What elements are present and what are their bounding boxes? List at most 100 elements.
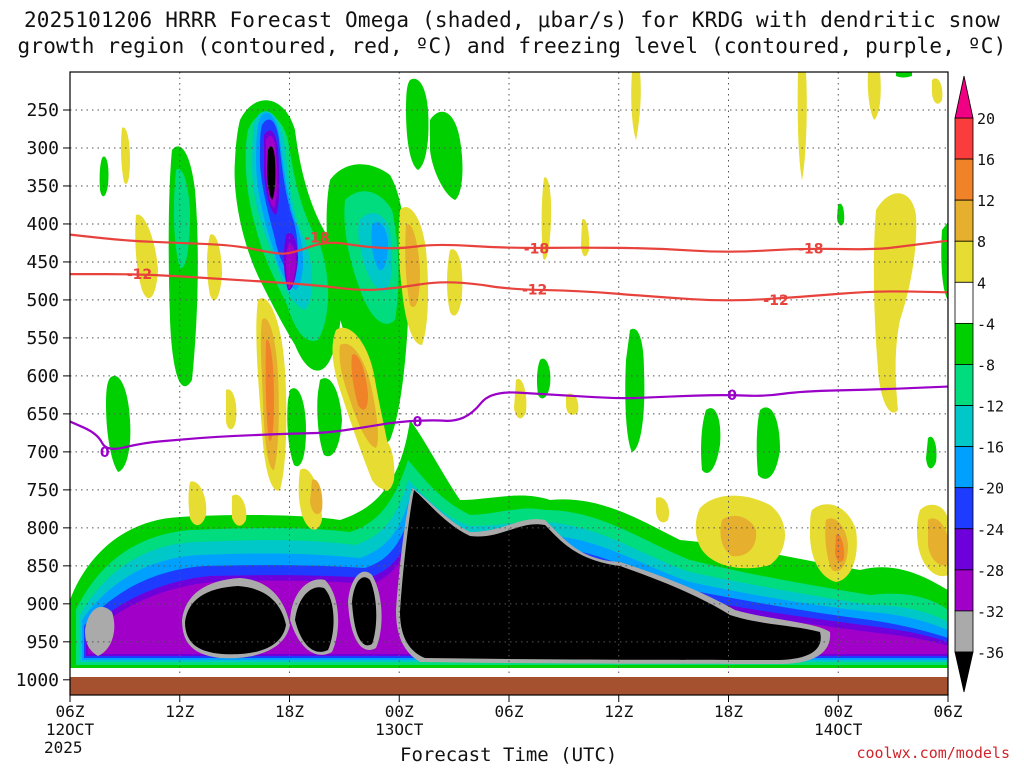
omega-fill-sink-15 [631, 72, 641, 140]
x-tick-label-8: 06Z [934, 702, 963, 721]
omega-fill-sink-16 [514, 378, 527, 419]
colorbar-label-20: 20 [977, 110, 995, 128]
contour-label-1-1: -12 [522, 282, 547, 298]
omega-fill-sink-18 [656, 497, 670, 523]
colorbar-bin-12 [954, 610, 974, 653]
omega-shading [70, 72, 948, 668]
contour-label-2-1: 0 [413, 414, 423, 430]
y-tick-label-700: 700 [26, 442, 59, 463]
colorbar-label--28: -28 [977, 562, 1004, 580]
omega-fill-sink-orange-7 [928, 518, 948, 566]
colorbar-bin-7 [954, 405, 974, 448]
x-tick-label-4: 06Z [495, 702, 524, 721]
colorbar-bin-2 [954, 199, 974, 242]
omega-fill-sink-3 [207, 234, 222, 301]
omega-fill-upper-plume-17 [941, 222, 948, 300]
y-tick-label-850: 850 [26, 556, 59, 577]
contour-label-0-1: -18 [524, 241, 549, 257]
omega-fill-upper-plume-4 [406, 78, 429, 170]
omega-fill-sink-dark-3 [835, 534, 845, 562]
contour-line-0 [70, 233, 948, 255]
omega-fill-mid-plume-7 [287, 388, 306, 467]
omega-fill-sink-1 [120, 127, 130, 184]
colorbar-bin-8 [954, 446, 974, 489]
colorbar-label-16: 16 [977, 151, 995, 169]
colorbar-top-arrow [954, 75, 974, 119]
x-date-label-7: 14OCT [814, 720, 863, 739]
omega-fill-sink-dark-1 [351, 354, 368, 410]
omega-fill-sink-14 [581, 219, 590, 257]
colorbar-bin-3 [954, 240, 974, 283]
colorbar-bin-1 [954, 158, 974, 201]
y-tick-label-350: 350 [26, 176, 59, 197]
colorbar-bin-10 [954, 528, 974, 571]
omega-fill-mid-plume-12 [536, 358, 551, 399]
x-tick-label-0: 06Z [56, 702, 85, 721]
y-tick-label-800: 800 [26, 518, 59, 539]
omega-fill-mid-plume-11 [756, 407, 780, 479]
x-tick-label-1: 12Z [165, 702, 194, 721]
omega-fill-mid-plume-13 [926, 436, 937, 469]
y-tick-label-950: 950 [26, 632, 59, 653]
y-tick-label-650: 650 [26, 404, 59, 425]
colorbar-bottom-arrow [954, 651, 974, 693]
x-date-label-0: 12OCT [46, 720, 95, 739]
colorbar-label-8: 8 [977, 233, 986, 251]
omega-fill-upper-plume-15 [837, 203, 845, 226]
omega-fill-sink-dark-2 [265, 339, 274, 441]
y-tick-label-900: 900 [26, 594, 59, 615]
chart-title-line-1: 2025101206 HRRR Forecast Omega (shaded, … [23, 8, 1001, 32]
omega-fill-sink-9 [188, 481, 207, 526]
y-tick-label-550: 550 [26, 328, 59, 349]
omega-fill-mid-plume-8 [317, 378, 342, 457]
x-tick-label-5: 12Z [604, 702, 633, 721]
source-credit: coolwx.com/models [856, 744, 1010, 762]
omega-fill-sink-23 [797, 72, 807, 180]
omega-fill-upper-plume-14 [99, 156, 109, 197]
colorbar-bin-11 [954, 569, 974, 612]
x-tick-label-7: 00Z [824, 702, 853, 721]
y-tick-label-1000: 1000 [16, 670, 59, 691]
contour-label-0-2: -18 [798, 241, 823, 257]
chart-title-line-2: growth region (contoured, red, ºC) and f… [17, 34, 1007, 58]
omega-fill-upper-sky-2 [371, 222, 388, 271]
omega-fill-sink-2 [135, 214, 158, 299]
colorbar-label--24: -24 [977, 521, 1004, 539]
y-tick-label-250: 250 [26, 100, 59, 121]
omega-fill-sink-orange-4 [310, 479, 323, 515]
contour-label-1-2: -12 [763, 293, 788, 309]
omega-fill-sink-13 [541, 177, 552, 260]
colorbar-label--36: -36 [977, 644, 1004, 662]
colorbar: 20 16 12 8 4 -4 -8 -12 -16 -20 -24 -28 -32 -36 [954, 75, 1004, 693]
y-tick-label-500: 500 [26, 290, 59, 311]
contour-label-1-0: -12 [127, 267, 152, 283]
colorbar-bin-4 [954, 281, 974, 324]
y-axis-pressure: 250 300 350 400 450 500 550 600 650 700 750 800 850 9… [16, 100, 70, 691]
colorbar-label--32: -32 [977, 603, 1004, 621]
omega-fill-sink-24 [867, 72, 881, 120]
contour-line-2 [70, 385, 948, 450]
colorbar-label--16: -16 [977, 439, 1004, 457]
x-tick-label-3: 00Z [385, 702, 414, 721]
colorbar-label-4: 4 [977, 274, 986, 292]
omega-fill-sink-21 [873, 193, 917, 413]
omega-fill-sink-10 [226, 389, 237, 430]
x-tick-label-2: 18Z [275, 702, 304, 721]
ground-surface-strip [70, 677, 948, 695]
colorbar-label-12: 12 [977, 192, 995, 210]
omega-fill-sink-11 [232, 494, 247, 526]
temperature-contours: -18 -18 -18 -12 -12 -12 0 0 0 [70, 231, 948, 461]
colorbar-bin-6 [954, 364, 974, 406]
colorbar-bin-0 [954, 117, 974, 160]
y-tick-label-300: 300 [26, 138, 59, 159]
omega-fill-upper-plume-5 [430, 111, 463, 200]
omega-fill-mid-plume-10 [701, 408, 721, 473]
colorbar-bin-5 [954, 322, 974, 365]
omega-fill-sink-orange-5 [720, 515, 757, 557]
contour-label-2-0: 0 [100, 445, 110, 461]
omega-fill-upper-plume-16 [896, 72, 912, 78]
omega-fill-mid-plume-9 [625, 328, 645, 452]
x-axis-title: Forecast Time (UTC) [400, 744, 618, 766]
y-tick-label-750: 750 [26, 480, 59, 501]
colorbar-label--4: -4 [977, 315, 995, 333]
